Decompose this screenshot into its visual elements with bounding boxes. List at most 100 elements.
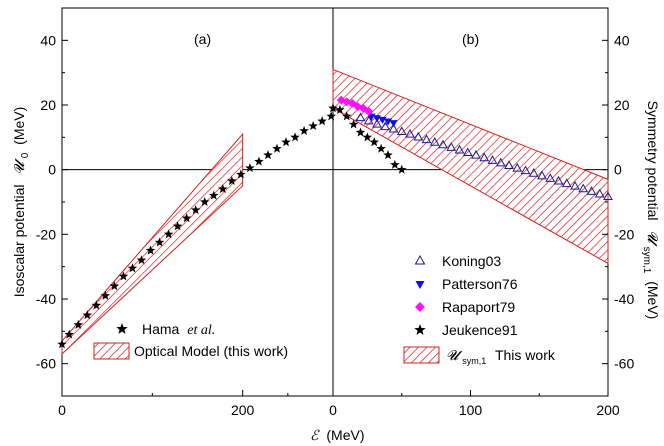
star-point-hama xyxy=(82,310,93,320)
triangle-point-koning03 xyxy=(388,123,399,133)
star-point-jeukence91 xyxy=(341,111,352,121)
triangle-point-koning03 xyxy=(454,144,465,154)
star-point-hama xyxy=(73,319,84,329)
legend-this-work: 𝓤 sym,1 This work xyxy=(446,347,556,367)
star-point-hama xyxy=(281,137,291,147)
y-left-symbol: 𝓤 xyxy=(13,158,28,175)
triangle-point-koning03 xyxy=(462,147,473,157)
triangle-point-koning03 xyxy=(512,162,523,172)
y-tick-label-left: 0 xyxy=(48,162,56,178)
x-axis-label: ℰ (MeV) xyxy=(310,427,365,444)
star-point-jeukence91 xyxy=(355,127,366,137)
star-point-hama xyxy=(218,184,228,194)
triangle-point-koning03 xyxy=(429,136,440,146)
triangle-point-koning03 xyxy=(553,175,564,185)
x-tick-label-a: 200 xyxy=(231,402,255,418)
legend-hama-name: Hama xyxy=(142,321,180,337)
triangle-point-koning03 xyxy=(413,131,424,141)
y-right-symbol: 𝓤 xyxy=(644,230,659,247)
star-point-hama xyxy=(199,197,210,207)
triangle-point-koning03 xyxy=(520,165,531,175)
y-right-unit: (MeV) xyxy=(645,281,661,319)
y-left-unit: (MeV) xyxy=(11,107,27,145)
triangle-point-koning03 xyxy=(372,118,382,128)
triangle-point-koning03 xyxy=(396,126,407,136)
star-point-jeukence91 xyxy=(383,150,393,160)
triangle-point-koning03 xyxy=(504,160,514,169)
y-tick-label-right: -40 xyxy=(614,291,634,307)
star-point-hama xyxy=(299,125,309,135)
star-point-hama xyxy=(172,221,183,231)
diamond-point-rapaport79 xyxy=(364,106,374,116)
triangle-point-koning03 xyxy=(446,142,457,151)
star-point-hama xyxy=(64,329,74,339)
triangle-point-koning03 xyxy=(438,139,448,149)
star-point-hama xyxy=(181,213,192,223)
star-point-jeukence91 xyxy=(328,103,338,113)
star-point-jeukence91 xyxy=(348,119,359,129)
triangle-point-koning03 xyxy=(594,188,605,198)
legend-this-work-symbol: 𝓤 xyxy=(446,349,463,364)
legend-koning03: Koning03 xyxy=(442,253,501,269)
y-tick-label-left: -20 xyxy=(36,226,56,242)
star-point-hama xyxy=(109,281,120,291)
star-point-hama xyxy=(154,237,165,247)
triangle-point-koning03 xyxy=(495,157,506,167)
star-point-hama xyxy=(227,175,237,186)
star-point-hama xyxy=(317,116,327,126)
star-point-jeukence91 xyxy=(376,143,386,153)
legend-jeukence91: Jeukence91 xyxy=(442,322,518,338)
star-point-hama xyxy=(145,245,156,255)
x-tick-label-b: 200 xyxy=(596,402,620,418)
triangle-point-koning03 xyxy=(603,191,613,201)
y-tick-label-right: -60 xyxy=(614,356,634,372)
legend-hama: Hama et al. xyxy=(142,321,215,338)
y-right-sub: sym,1 xyxy=(641,247,652,274)
triangle-point-patterson76 xyxy=(389,120,398,128)
star-point-hama xyxy=(272,143,282,153)
triangle-point-koning03 xyxy=(586,186,597,195)
star-point-hama xyxy=(136,255,147,265)
star-point-hama xyxy=(308,121,318,131)
star-point-jeukence91 xyxy=(396,164,407,174)
triangle-point-koning03 xyxy=(421,134,432,144)
legend-band-swatch-a xyxy=(93,342,130,360)
legend-patterson76: Patterson76 xyxy=(442,276,518,292)
y-tick-label-right: 40 xyxy=(614,32,630,48)
legend-panel-b: Koning03 Patterson76 Rapaport79 Jeukence… xyxy=(403,253,556,367)
star-point-hama xyxy=(91,300,102,310)
legend-rapaport79: Rapaport79 xyxy=(442,299,515,315)
legend-filled-triangle-marker xyxy=(415,281,425,289)
triangle-point-koning03 xyxy=(405,128,415,138)
bands-layer xyxy=(61,68,609,356)
triangle-point-koning03 xyxy=(471,149,481,159)
star-point-hama xyxy=(245,163,255,173)
legend-this-work-name: This work xyxy=(495,347,556,363)
star-point-hama xyxy=(100,290,111,300)
y-tick-label-left: -60 xyxy=(36,356,56,372)
star-point-hama xyxy=(57,339,67,349)
y-axis-left-label: Isoscalar potential 𝓤 0 (MeV) xyxy=(11,107,31,298)
y-right-text: Symmetry potential xyxy=(645,101,661,221)
star-point-hama xyxy=(127,263,138,273)
star-point-jeukence91 xyxy=(369,137,380,147)
star-point-hama xyxy=(118,271,129,281)
legend-hama-suffix: et al. xyxy=(187,323,215,338)
legend-optical-model: Optical Model (this work) xyxy=(134,343,288,359)
star-point-jeukence91 xyxy=(335,104,345,114)
y-tick-label-left: 20 xyxy=(40,97,56,113)
y-left-sub: 0 xyxy=(20,152,31,158)
star-point-hama xyxy=(290,132,300,142)
y-tick-label-left: -40 xyxy=(36,291,56,307)
star-point-hama xyxy=(209,190,219,200)
band-this-work xyxy=(332,68,609,265)
triangle-point-koning03 xyxy=(487,155,498,164)
star-point-hama xyxy=(263,150,273,160)
panel-a-label: (a) xyxy=(194,31,211,47)
triangle-point-koning03 xyxy=(528,168,539,177)
y-tick-label-right: 20 xyxy=(614,97,630,113)
triangle-point-koning03 xyxy=(479,152,490,162)
legend-band-swatch-b xyxy=(403,346,440,364)
